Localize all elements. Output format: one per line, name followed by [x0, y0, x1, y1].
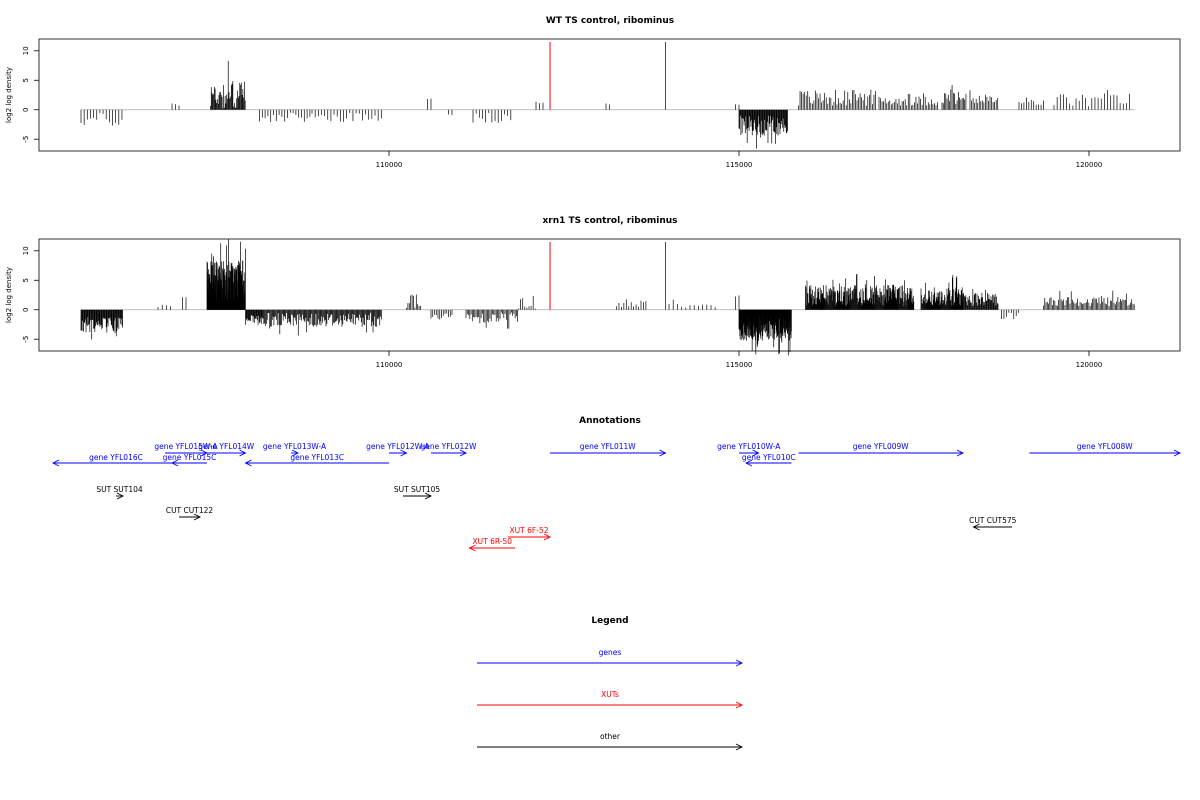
annotation-arrowhead [659, 449, 667, 457]
annotation-label: gene YFL012W [421, 442, 478, 451]
wt-x-tick-label: 120000 [1076, 161, 1103, 169]
wt-density-bars [80, 42, 1135, 149]
annotation-label: XUT 6F-52 [510, 526, 549, 535]
legend-label-other: other [600, 732, 621, 741]
annotation-label: gene YFL010W-A [717, 442, 781, 451]
annotation-label: CUT CUT575 [969, 516, 1017, 525]
annotation-arrowhead [291, 449, 300, 457]
xrn1-density-panel: xrn1 TS control, ribominus log2 log dens… [5, 216, 1181, 369]
xrn1-density-bars [80, 239, 1135, 356]
xrn1-axes: -5 0 5 10 110000 115000 120000 [22, 246, 1102, 369]
wt-y-tick-label: 5 [22, 78, 30, 82]
annotation-arrowhead [744, 459, 753, 467]
wt-axes: -5 0 5 10 110000 115000 120000 [22, 46, 1102, 169]
annotation-label: gene YFL011W [580, 442, 637, 451]
xrn1-y-tick-label: 5 [22, 278, 30, 282]
annotation-label: gene YFL016C [89, 453, 143, 462]
annotation-arrowhead [170, 459, 179, 467]
annotation-label: CUT CUT122 [166, 506, 214, 515]
annotation-label: gene YFL014W [198, 442, 255, 451]
annotation-arrowhead [51, 459, 60, 467]
xrn1-x-tick-label: 120000 [1076, 361, 1103, 369]
annotation-label: SUT SUT104 [96, 485, 143, 494]
legend-title: Legend [591, 616, 628, 626]
wt-y-tick-label: 10 [22, 46, 30, 55]
xrn1-x-tick-label: 115000 [726, 361, 753, 369]
wt-plot-frame [38, 38, 1181, 152]
annotation-arrowhead [239, 449, 247, 457]
annotation-arrowhead [1173, 449, 1182, 457]
wt-y-tick-label: -5 [22, 136, 30, 143]
annotation-arrowhead [468, 544, 476, 552]
wt-x-tick-label: 115000 [726, 161, 753, 169]
legend-arrowhead-gene [735, 659, 744, 667]
legend-arrowhead-other [735, 743, 744, 751]
annotation-arrowhead [459, 449, 468, 457]
legend-label-gene: genes [599, 648, 622, 657]
annotation-label: gene YFL009W [853, 442, 910, 451]
wt-y-axis-label: log2 log density [5, 67, 13, 123]
annotation-label: gene YFL015W-A [154, 442, 218, 451]
annotation-label: gene YFL010C [742, 453, 796, 462]
annotations-title: Annotations [579, 416, 641, 426]
annotation-label: gene YFL015C [163, 453, 217, 462]
legend-label-xut: XUTs [601, 690, 619, 699]
annotation-label: gene YFL008W [1077, 442, 1134, 451]
xrn1-x-tick-label: 110000 [376, 361, 403, 369]
legend: Legend genes XUTs other [477, 616, 744, 751]
wt-density-panel: WT TS control, ribominus log2 log densit… [5, 16, 1181, 169]
annotation-arrowhead [424, 492, 433, 500]
xrn1-panel-title: xrn1 TS control, ribominus [542, 216, 677, 226]
annotation-label: gene YFL013C [290, 453, 344, 462]
wt-panel-title: WT TS control, ribominus [546, 16, 674, 26]
legend-entries: genes XUTs other [477, 648, 744, 751]
annotation-arrowhead [193, 513, 202, 521]
annotation-arrowhead [543, 533, 552, 541]
xrn1-y-tick-label: 10 [22, 246, 30, 255]
annotation-arrowhead [116, 492, 125, 500]
annotation-features: gene YFL016C gene YFL015W-A gene YFL015C ge… [51, 442, 1182, 552]
annotation-arrowhead [752, 449, 760, 457]
annotation-arrowhead [956, 449, 965, 457]
annotation-label: SUT SUT105 [394, 485, 441, 494]
wt-x-tick-label: 110000 [376, 161, 403, 169]
legend-arrowhead-xut [735, 701, 744, 709]
annotation-label: gene YFL013W-A [263, 442, 327, 451]
annotation-label: gene YFL012W-A [366, 442, 430, 451]
xrn1-y-tick-label: 0 [22, 308, 30, 312]
wt-y-tick-label: 0 [22, 108, 30, 112]
annotation-arrowhead [244, 459, 252, 467]
annotation-arrowhead [400, 449, 408, 457]
xrn1-plot-frame [38, 238, 1181, 352]
annotation-label: XUT 6R-50 [472, 537, 512, 546]
xrn1-y-axis-label: log2 log density [5, 267, 13, 323]
xrn1-y-tick-label: -5 [22, 336, 30, 343]
annotation-arrowhead [972, 523, 980, 531]
